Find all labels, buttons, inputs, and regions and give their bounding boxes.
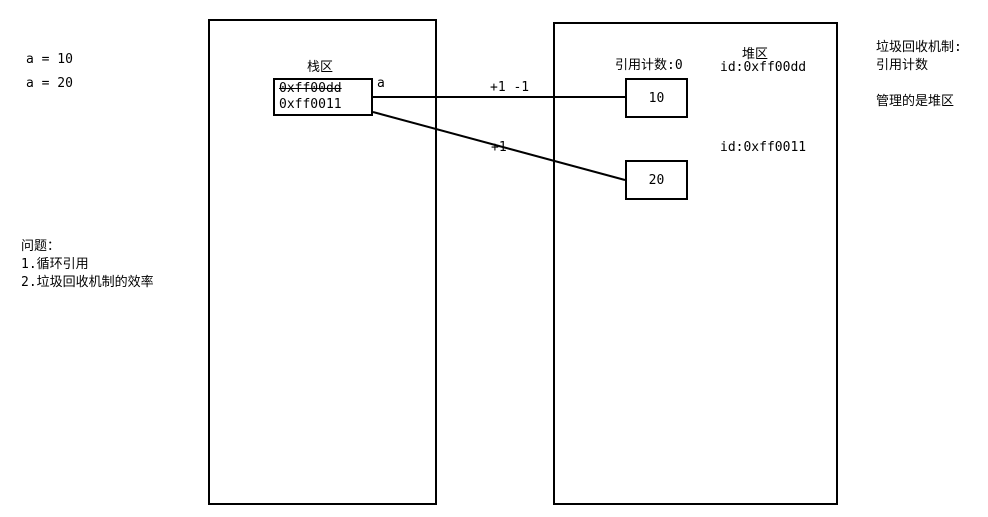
left-note-item2: 2.垃圾回收机制的效率 — [21, 271, 171, 290]
right-note-line3: 管理的是堆区 — [876, 90, 954, 109]
right-note-line1: 垃圾回收机制: — [876, 36, 962, 55]
heap-obj1-id: id:0xff00dd — [720, 60, 806, 75]
stack-var-label: a — [377, 76, 385, 91]
stack-addr-old: 0xff00dd — [275, 80, 371, 97]
heap-obj1-box: 10 — [625, 78, 688, 118]
heap-obj1-value: 10 — [649, 91, 665, 106]
heap-region — [553, 22, 838, 505]
edge2-label: +1 — [491, 140, 507, 155]
heap-obj2-box: 20 — [625, 160, 688, 200]
connection-lines — [0, 0, 988, 517]
left-note-item1: 1.循环引用 — [21, 253, 89, 272]
code-line-1: a = 10 — [26, 52, 73, 67]
heap-obj2-value: 20 — [649, 173, 665, 188]
heap-refcount-label: 引用计数:0 — [615, 54, 683, 73]
stack-cell: 0xff00dd 0xff0011 — [273, 78, 373, 116]
heap-obj2-id: id:0xff0011 — [720, 140, 806, 155]
left-note-title: 问题： — [21, 235, 60, 254]
right-note-line2: 引用计数 — [876, 54, 928, 73]
stack-addr-new: 0xff0011 — [275, 97, 371, 114]
edge1-label: +1 -1 — [490, 80, 529, 95]
code-line-2: a = 20 — [26, 76, 73, 91]
